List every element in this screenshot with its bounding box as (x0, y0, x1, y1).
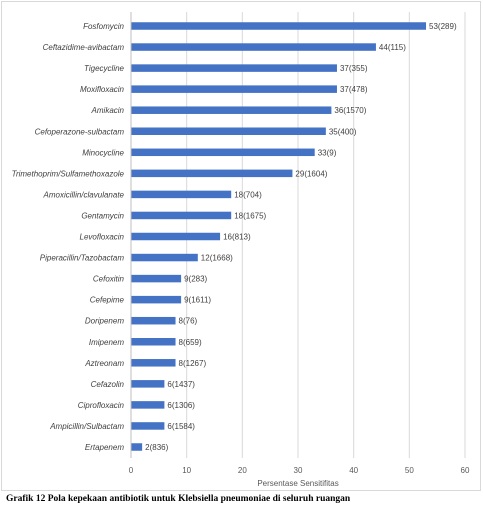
data-label-20: 2(836) (145, 443, 168, 452)
category-label-20: Ertapenem (85, 443, 124, 452)
bar-20 (131, 443, 143, 451)
chart-frame: Fosfomycin 53(289) Ceftazidime-avibactam 44… (1, 1, 481, 491)
data-label-12: 9(283) (184, 275, 207, 284)
x-tick-label-40: 40 (349, 466, 358, 475)
category-label-16: Aztreonam (84, 359, 124, 368)
x-axis-title: Persentase Sensitifitas (257, 479, 338, 488)
category-label-4: Amikacin (91, 106, 125, 115)
category-label-1: Ceftazidime-avibactam (43, 43, 125, 52)
bar-1 (131, 43, 376, 51)
data-label-0: 53(289) (429, 22, 457, 31)
bar-15 (131, 338, 176, 346)
data-label-2: 37(355) (340, 64, 368, 73)
category-label-12: Cefoxitin (93, 275, 125, 284)
x-tick-label-60: 60 (461, 466, 470, 475)
bar-18 (131, 401, 165, 409)
bar-12 (131, 274, 182, 283)
bar-17 (131, 380, 165, 388)
category-label-17: Cefazolin (91, 380, 125, 389)
data-label-11: 12(1668) (201, 254, 233, 263)
x-tick-label-10: 10 (182, 466, 191, 475)
category-label-5: Cefoperazone-sulbactam (35, 127, 125, 136)
category-label-15: Imipenem (89, 338, 124, 347)
x-tick-label-50: 50 (405, 466, 414, 475)
data-label-9: 18(1675) (234, 211, 266, 220)
data-label-15: 8(659) (179, 338, 202, 347)
data-label-10: 16(813) (223, 233, 251, 242)
category-label-8: Amoxicillin/clavulanate (43, 190, 125, 199)
data-label-19: 6(1584) (167, 422, 195, 431)
bar-14 (131, 316, 176, 325)
category-label-6: Minocycline (82, 148, 124, 157)
data-label-3: 37(478) (340, 85, 368, 94)
data-label-7: 29(1604) (295, 169, 327, 178)
data-label-14: 8(76) (179, 317, 198, 326)
data-label-18: 6(1306) (167, 401, 195, 410)
x-tick-label-20: 20 (238, 466, 247, 475)
data-label-8: 18(704) (234, 190, 262, 199)
category-label-9: Gentamycin (81, 211, 124, 220)
bar-2 (131, 64, 337, 72)
bar-3 (131, 85, 337, 93)
category-label-13: Cefepime (90, 296, 125, 305)
bar-8 (131, 190, 232, 199)
bar-19 (131, 422, 165, 430)
bar-4 (131, 106, 332, 114)
category-label-14: Doripenem (85, 317, 124, 326)
x-tick-label-0: 0 (129, 466, 134, 475)
category-label-11: Piperacillin/Tazobactam (40, 254, 125, 263)
bar-11 (131, 253, 198, 262)
data-label-17: 6(1437) (167, 380, 195, 389)
bar-16 (131, 359, 176, 367)
bar-10 (131, 232, 221, 241)
bar-6 (131, 148, 315, 157)
bar-chart: Fosfomycin 53(289) Ceftazidime-avibactam 44… (12, 12, 470, 488)
data-label-5: 35(400) (329, 127, 357, 136)
category-label-7: Trimethoprim/Sulfamethoxazole (12, 169, 125, 178)
category-label-2: Tigecycline (84, 64, 124, 73)
category-label-10: Levofloxacin (80, 233, 125, 242)
bar-0 (131, 22, 427, 30)
bar-7 (131, 169, 293, 178)
x-tick-label-30: 30 (294, 466, 303, 475)
data-label-4: 36(1570) (334, 106, 366, 115)
bar-13 (131, 295, 182, 304)
bar-5 (131, 127, 326, 135)
data-label-1: 44(115) (379, 43, 406, 52)
category-label-0: Fosfomycin (83, 22, 124, 31)
category-label-19: Ampicillin/Sulbactam (49, 422, 124, 431)
figure-caption: Grafik 12 Pola kepekaan antibiotik untuk… (6, 494, 351, 504)
data-label-16: 8(1267) (179, 359, 207, 368)
category-label-3: Moxifloxacin (80, 85, 125, 94)
bar-9 (131, 211, 232, 220)
data-label-6: 33(9) (318, 148, 337, 157)
data-label-13: 9(1611) (184, 296, 211, 305)
category-label-18: Ciprofloxacin (78, 401, 125, 410)
